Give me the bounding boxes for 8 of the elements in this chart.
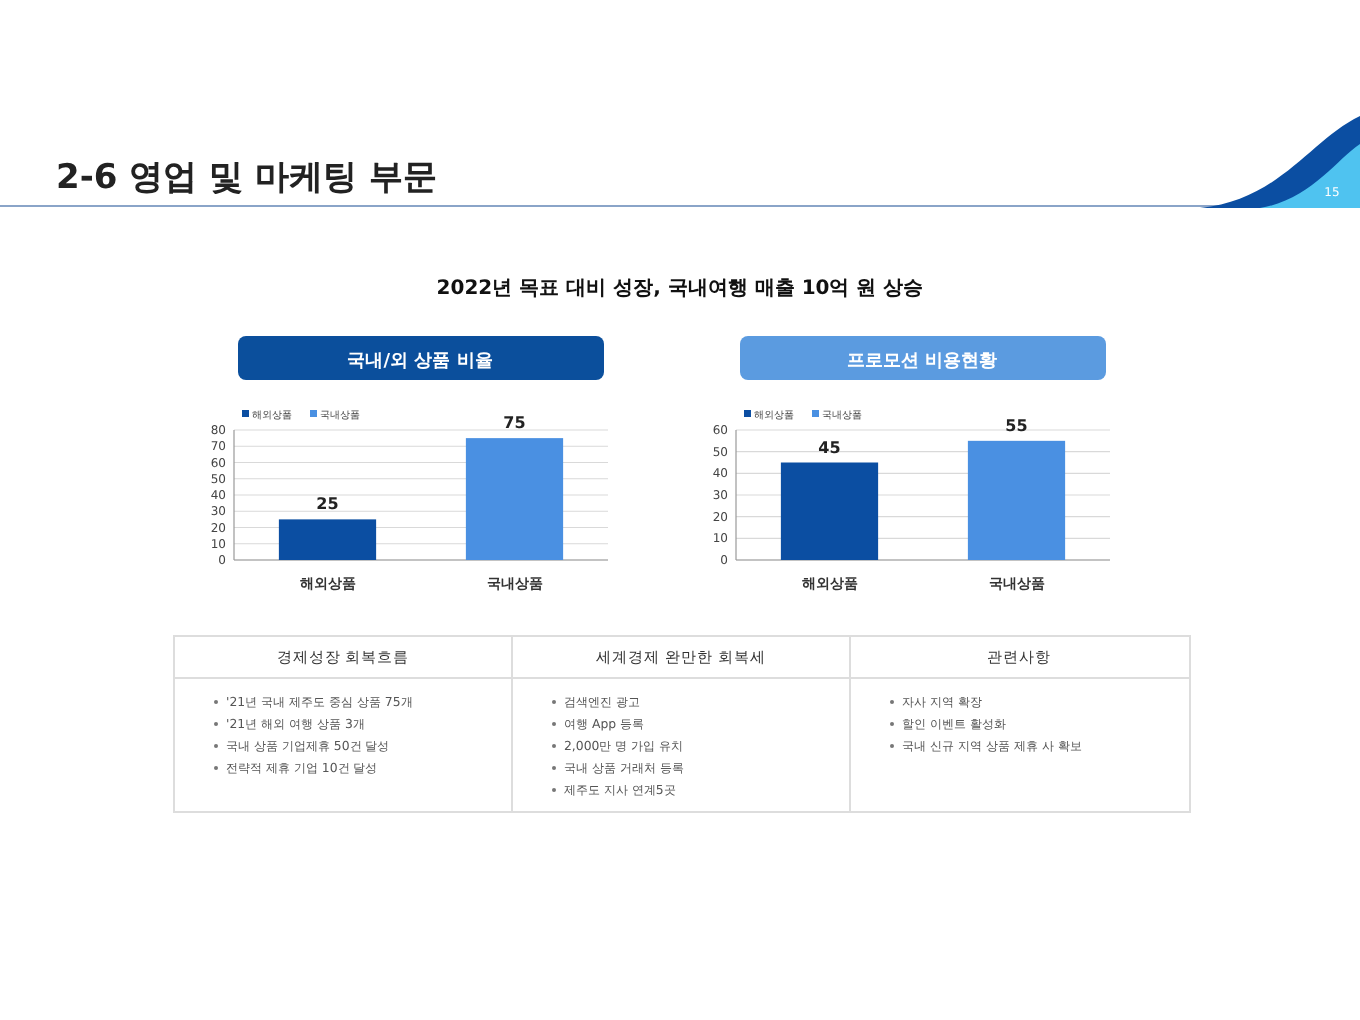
data-label: 55 — [1005, 416, 1029, 435]
data-label: 45 — [818, 438, 842, 457]
data-label: 75 — [503, 414, 527, 433]
data-label: 25 — [316, 495, 340, 514]
chart-title: 프로모션 비용현황 — [846, 352, 998, 372]
text: 2022년 목표 대비 성장, 국내여행 매출 10억 원 상승 — [436, 278, 924, 300]
chart-title: 국내/외 상품 비율 — [347, 352, 493, 372]
text: 2-6 영업 및 마케팅 부문 — [56, 158, 437, 198]
